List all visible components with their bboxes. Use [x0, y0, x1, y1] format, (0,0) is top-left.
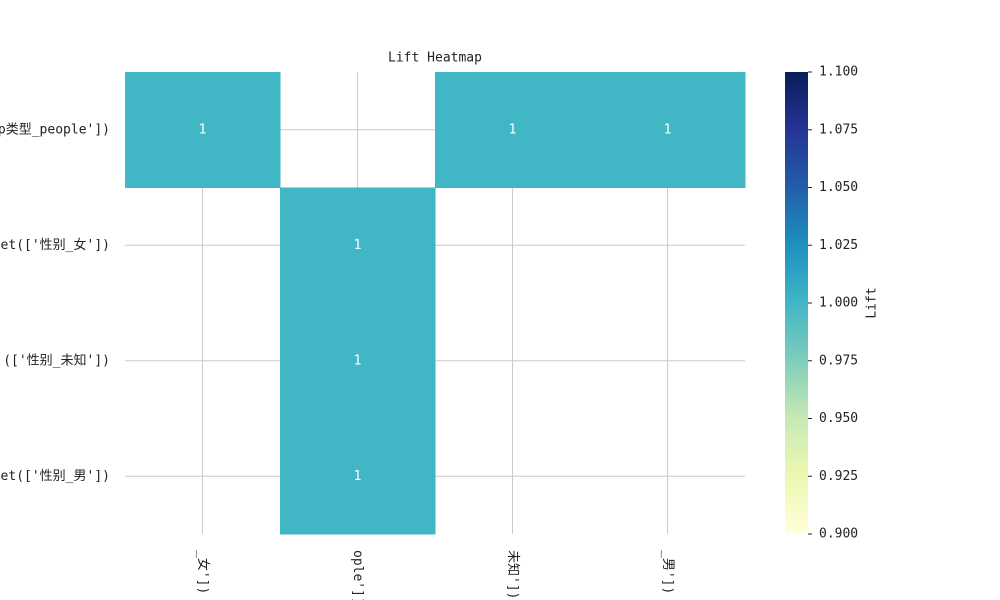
y-tick-label: et(['性别_女']): [1, 237, 110, 253]
cell-label: 1: [199, 122, 207, 137]
colorbar-tick-label: 0.900: [819, 527, 858, 542]
cell-label: 1: [664, 122, 672, 137]
colorbar-label: Lift: [865, 287, 880, 318]
x-tick-label: _男']): [660, 550, 675, 594]
heatmap-cell: [280, 303, 436, 419]
cell-label: 1: [354, 353, 362, 368]
colorbar-tick-label: 1.100: [819, 65, 858, 80]
chart-title: Lift Heatmap: [388, 51, 482, 66]
cell-label: 1: [509, 122, 517, 137]
y-tick-label: p类型_people']): [0, 122, 110, 137]
x-tick-label: ople']): [350, 550, 365, 600]
heatmap-cell: [280, 418, 436, 535]
colorbar-tick-label: 0.925: [819, 469, 858, 484]
heatmap-cell: [280, 187, 436, 304]
heatmap-cell: [590, 72, 746, 188]
x-tick-label: 未知']): [505, 550, 521, 599]
cell-label: 1: [354, 469, 362, 484]
colorbar-tick-label: 1.075: [819, 122, 858, 137]
colorbar-tick-label: 1.050: [819, 180, 858, 195]
x-tick-label: _女']): [195, 550, 211, 594]
heatmap-cell: [125, 72, 281, 188]
plot-area: 1 1 1 1 1 1 p类型_people']) et(['性别_女']) (['性别_未知'…: [0, 72, 746, 600]
y-tick-label: et(['性别_男']): [1, 469, 110, 484]
cell-label: 1: [354, 238, 362, 253]
y-tick-label: (['性别_未知']): [3, 352, 110, 368]
colorbar-tick-label: 0.975: [819, 353, 858, 368]
colorbar-tick-label: 0.950: [819, 411, 858, 426]
colorbar: [785, 72, 808, 534]
colorbar-tick-label: 1.000: [819, 296, 858, 311]
colorbar-tick-label: 1.025: [819, 238, 858, 253]
heatmap-cell: [435, 72, 591, 188]
